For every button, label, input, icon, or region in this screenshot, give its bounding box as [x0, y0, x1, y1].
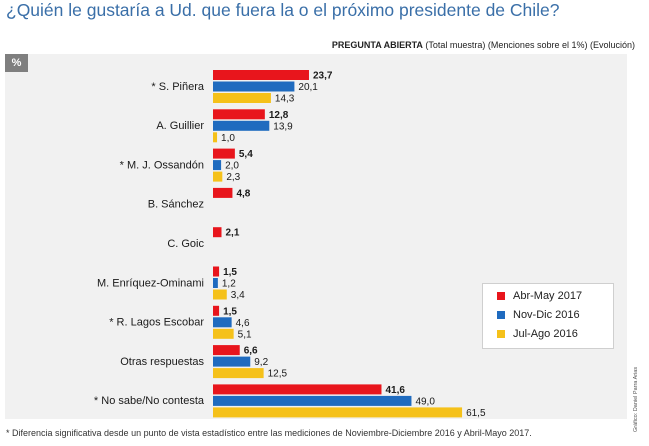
subtitle-rest: (Total muestra) (Menciones sobre el 1%) … [422, 40, 635, 50]
value-label-no-sabe-no-contesta-jul-ago-2016: 61,5 [466, 408, 486, 419]
value-label-otras-respuestas-nov-dic-2016: 9,2 [254, 357, 268, 368]
bar-otras-respuestas-jul-ago-2016 [213, 368, 264, 379]
category-label-a-guillier: A. Guillier [156, 120, 204, 132]
category-label-otras-respuestas: Otras respuestas [120, 356, 204, 368]
legend: Abr-May 2017 Nov-Dic 2016 Jul-Ago 2016 [482, 283, 614, 349]
value-label-a-guillier-abr-may-2017: 12,8 [269, 110, 289, 121]
value-label-a-guillier-nov-dic-2016: 13,9 [273, 121, 293, 132]
bar-m-enriquez-ominami-abr-may-2017 [213, 266, 220, 277]
value-label-otras-respuestas-jul-ago-2016: 12,5 [268, 369, 288, 380]
value-label-a-guillier-jul-ago-2016: 1,0 [221, 133, 235, 144]
legend-label-abr-may-2017: Abr-May 2017 [513, 290, 583, 302]
bar-c-goic-abr-may-2017 [213, 227, 222, 238]
value-label-m-j-ossandon-abr-may-2017: 5,4 [239, 149, 253, 160]
bar-m-j-ossandon-jul-ago-2016 [213, 171, 223, 182]
value-label-otras-respuestas-abr-may-2017: 6,6 [244, 346, 258, 357]
legend-swatch-nov-dic-2016 [497, 311, 505, 319]
category-label-no-sabe-no-contesta: * No sabe/No contesta [94, 395, 205, 407]
value-label-m-enriquez-ominami-jul-ago-2016: 3,4 [231, 290, 245, 301]
legend-item-jul-ago-2016: Jul-Ago 2016 [497, 328, 578, 340]
subtitle-bold: PREGUNTA ABIERTA [331, 40, 423, 50]
category-label-r-lagos-escobar: * R. Lagos Escobar [109, 317, 204, 329]
legend-swatch-abr-may-2017 [497, 292, 505, 300]
category-label-b-sanchez: B. Sánchez [148, 199, 204, 211]
value-label-r-lagos-escobar-nov-dic-2016: 4,6 [236, 318, 250, 329]
value-label-m-enriquez-ominami-abr-may-2017: 1,5 [223, 267, 237, 278]
bar-a-guillier-abr-may-2017 [213, 109, 265, 120]
value-label-b-sanchez-abr-may-2017: 4,8 [236, 188, 250, 199]
bar-m-j-ossandon-nov-dic-2016 [213, 160, 222, 171]
bar-b-sanchez-abr-may-2017 [213, 187, 233, 198]
category-label-c-goic: C. Goic [167, 238, 204, 250]
bar-s-pinera-jul-ago-2016 [213, 93, 271, 103]
value-label-s-pinera-nov-dic-2016: 20,1 [298, 82, 318, 93]
bar-a-guillier-nov-dic-2016 [213, 120, 270, 131]
chart-panel [5, 54, 627, 419]
credit: Gráfico: Daniel Parra Arias [633, 366, 639, 432]
value-label-m-j-ossandon-jul-ago-2016: 2,3 [226, 172, 240, 183]
value-label-r-lagos-escobar-abr-may-2017: 1,5 [223, 306, 237, 317]
value-label-c-goic-abr-may-2017: 2,1 [226, 228, 240, 239]
chart-subtitle: PREGUNTA ABIERTA (Total muestra) (Mencio… [332, 40, 635, 50]
bar-s-pinera-nov-dic-2016 [213, 81, 295, 92]
value-label-r-lagos-escobar-jul-ago-2016: 5,1 [238, 329, 252, 340]
bar-no-sabe-no-contesta-nov-dic-2016 [213, 395, 412, 406]
bar-no-sabe-no-contesta-abr-may-2017 [213, 384, 382, 395]
bar-r-lagos-escobar-abr-may-2017 [213, 305, 220, 316]
chart-title: ¿Quién le gustaría a Ud. que fuera la o … [6, 0, 560, 20]
bar-otras-respuestas-abr-may-2017 [213, 345, 240, 356]
percent-badge: % [5, 54, 28, 72]
value-label-no-sabe-no-contesta-abr-may-2017: 41,6 [385, 385, 405, 396]
category-label-s-pinera: * S. Piñera [151, 81, 204, 93]
legend-label-nov-dic-2016: Nov-Dic 2016 [513, 309, 580, 321]
bar-m-j-ossandon-abr-may-2017 [213, 148, 235, 159]
category-label-m-enriquez-ominami: M. Enríquez-Ominami [97, 277, 204, 289]
bar-m-enriquez-ominami-jul-ago-2016 [213, 289, 227, 300]
category-label-m-j-ossandon: * M. J. Ossandón [120, 159, 204, 171]
value-label-no-sabe-no-contesta-nov-dic-2016: 49,0 [415, 396, 435, 407]
bar-no-sabe-no-contesta-jul-ago-2016 [213, 407, 463, 418]
bar-m-enriquez-ominami-nov-dic-2016 [213, 278, 218, 288]
legend-label-jul-ago-2016: Jul-Ago 2016 [513, 328, 578, 340]
value-label-s-pinera-abr-may-2017: 23,7 [313, 71, 333, 82]
footnote: * Diferencia significativa desde un punt… [6, 428, 532, 438]
value-label-s-pinera-jul-ago-2016: 14,3 [275, 94, 295, 105]
bar-r-lagos-escobar-jul-ago-2016 [213, 328, 234, 339]
legend-item-abr-may-2017: Abr-May 2017 [497, 290, 582, 302]
bar-r-lagos-escobar-nov-dic-2016 [213, 317, 232, 328]
legend-swatch-jul-ago-2016 [497, 330, 505, 338]
bar-s-pinera-abr-may-2017 [213, 70, 309, 80]
legend-item-nov-dic-2016: Nov-Dic 2016 [497, 309, 580, 321]
value-label-m-enriquez-ominami-nov-dic-2016: 1,2 [222, 279, 236, 290]
bar-otras-respuestas-nov-dic-2016 [213, 356, 251, 367]
value-label-m-j-ossandon-nov-dic-2016: 2,0 [225, 161, 239, 172]
bar-a-guillier-jul-ago-2016 [213, 132, 218, 143]
credit-wrap: Gráfico: Daniel Parra Arias [633, 367, 649, 438]
